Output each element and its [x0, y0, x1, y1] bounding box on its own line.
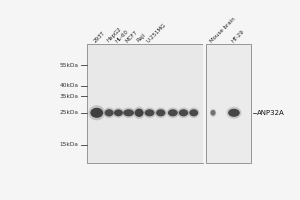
Ellipse shape	[188, 107, 200, 118]
Text: Raji: Raji	[136, 33, 146, 43]
Ellipse shape	[156, 109, 165, 116]
Text: 25kDa: 25kDa	[59, 110, 78, 115]
Bar	[206, 44, 251, 163]
Ellipse shape	[114, 109, 123, 116]
Ellipse shape	[145, 109, 154, 116]
Text: Mouse brain: Mouse brain	[209, 16, 237, 43]
Ellipse shape	[168, 109, 178, 116]
Text: U-251MG: U-251MG	[146, 22, 167, 43]
Ellipse shape	[178, 107, 190, 118]
Text: ANP32A: ANP32A	[257, 110, 285, 116]
Bar	[88, 44, 202, 163]
Text: HL-60: HL-60	[115, 28, 130, 43]
Ellipse shape	[210, 109, 216, 117]
Ellipse shape	[113, 108, 124, 118]
Text: HepG2: HepG2	[106, 26, 122, 43]
Text: MCF7: MCF7	[125, 29, 139, 43]
Ellipse shape	[103, 107, 115, 118]
Ellipse shape	[228, 109, 240, 117]
Text: 293T: 293T	[93, 30, 106, 43]
Text: 40kDa: 40kDa	[59, 83, 78, 88]
Ellipse shape	[123, 109, 134, 116]
Ellipse shape	[211, 110, 216, 116]
Text: 15kDa: 15kDa	[59, 142, 78, 147]
Bar	[202, 44, 206, 163]
Ellipse shape	[90, 108, 103, 118]
Ellipse shape	[189, 109, 198, 116]
Text: 55kDa: 55kDa	[59, 63, 78, 68]
Ellipse shape	[134, 107, 145, 119]
Ellipse shape	[179, 109, 188, 116]
Text: 35kDa: 35kDa	[59, 94, 78, 99]
Ellipse shape	[122, 107, 136, 118]
Ellipse shape	[88, 105, 105, 120]
Ellipse shape	[226, 107, 242, 119]
Ellipse shape	[105, 109, 113, 116]
Ellipse shape	[167, 107, 179, 118]
Ellipse shape	[135, 109, 143, 117]
Ellipse shape	[143, 107, 156, 118]
Ellipse shape	[155, 107, 167, 118]
Text: HT-29: HT-29	[230, 28, 245, 43]
